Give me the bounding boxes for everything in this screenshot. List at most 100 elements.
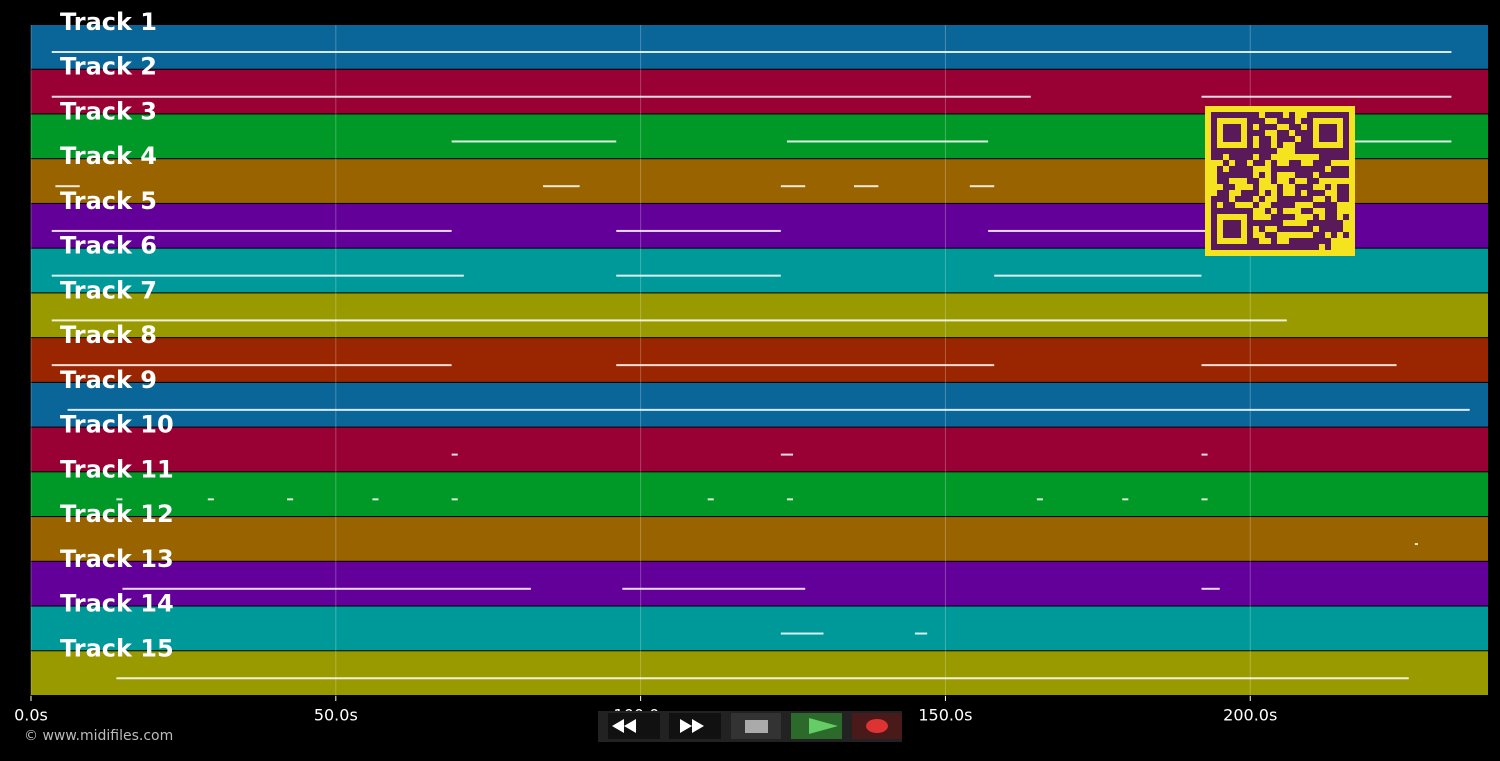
track-row: [31, 427, 1488, 472]
qr-module: [1277, 202, 1283, 208]
qr-module: [1253, 238, 1259, 244]
qr-module: [1313, 148, 1319, 154]
track-label: Track 10: [60, 411, 174, 439]
qr-module: [1253, 202, 1259, 208]
qr-module: [1253, 112, 1259, 118]
qr-module: [1307, 166, 1313, 172]
qr-module: [1229, 220, 1235, 226]
qr-module: [1247, 166, 1253, 172]
qr-module: [1289, 214, 1295, 220]
qr-module: [1313, 238, 1319, 244]
qr-module: [1271, 148, 1277, 154]
note-span: [451, 140, 617, 143]
qr-module: [1259, 160, 1265, 166]
note-span: [780, 185, 806, 188]
note-span: [67, 408, 1470, 411]
note-span: [1201, 587, 1220, 590]
rewind-button[interactable]: [608, 713, 660, 739]
qr-module: [1289, 202, 1295, 208]
note-span: [451, 453, 458, 456]
qr-module: [1265, 232, 1271, 238]
qr-module: [1289, 124, 1295, 130]
qr-module: [1313, 160, 1319, 166]
track-label: Track 6: [60, 232, 157, 260]
qr-module: [1235, 166, 1241, 172]
qr-module: [1235, 220, 1241, 226]
stop-button[interactable]: [731, 713, 781, 739]
qr-module: [1343, 190, 1349, 196]
qr-module: [1259, 142, 1265, 148]
qr-module: [1325, 196, 1331, 202]
track-row: [31, 561, 1488, 606]
qr-module: [1301, 130, 1307, 136]
fast-forward-button[interactable]: [669, 713, 721, 739]
track-label: Track 11: [60, 455, 174, 483]
qr-module: [1337, 154, 1343, 160]
qr-module: [1223, 178, 1229, 184]
qr-module: [1331, 232, 1337, 238]
qr-module: [1337, 220, 1343, 226]
qr-module: [1211, 148, 1217, 154]
qr-module: [1235, 232, 1241, 238]
qr-module: [1289, 196, 1295, 202]
controls: [598, 711, 902, 742]
qr-module: [1301, 118, 1307, 124]
note-span: [55, 185, 80, 188]
qr-module: [1241, 148, 1247, 154]
qr-module: [1217, 178, 1223, 184]
qr-module: [1241, 244, 1247, 250]
qr-module: [1331, 208, 1337, 214]
qr-module: [1235, 148, 1241, 154]
qr-module: [1301, 226, 1307, 232]
track-row: [31, 606, 1488, 651]
note-span: [451, 498, 458, 501]
qr-module: [1319, 226, 1325, 232]
qr-module: [1343, 184, 1349, 190]
qr-module: [1313, 232, 1319, 238]
note-span: [51, 51, 1452, 53]
track-row: [31, 338, 1488, 382]
qr-module: [1217, 208, 1223, 214]
note-span: [616, 364, 995, 367]
qr-module: [1217, 196, 1223, 202]
qr-module: [1241, 160, 1247, 166]
qr-module: [1271, 166, 1277, 172]
qr-module: [1253, 220, 1259, 226]
qr-code: [1205, 106, 1355, 256]
qr-module: [1277, 220, 1283, 226]
qr-module: [1223, 184, 1229, 190]
note-span: [786, 498, 794, 501]
play-button[interactable]: [791, 713, 842, 739]
qr-module: [1319, 124, 1325, 130]
qr-module: [1295, 142, 1301, 148]
qr-module: [1229, 202, 1235, 208]
note-span: [616, 274, 781, 277]
qr-module: [1271, 172, 1277, 178]
qr-module: [1247, 136, 1253, 142]
qr-module: [1211, 214, 1217, 220]
qr-module: [1265, 154, 1271, 160]
qr-module: [1331, 124, 1337, 130]
qr-module: [1211, 196, 1217, 202]
note-span: [51, 229, 452, 232]
note-span: [1201, 95, 1452, 98]
qr-module: [1211, 226, 1217, 232]
track-row: [31, 651, 1488, 695]
qr-module: [1307, 118, 1313, 124]
qr-module: [1259, 124, 1265, 130]
qr-module: [1343, 154, 1349, 160]
qr-module: [1325, 154, 1331, 160]
qr-module: [1229, 154, 1235, 160]
qr-module: [1223, 202, 1229, 208]
qr-module: [1283, 244, 1289, 250]
record-button[interactable]: [852, 713, 902, 739]
qr-module: [1307, 112, 1313, 118]
qr-module: [1247, 226, 1253, 232]
qr-module: [1325, 172, 1331, 178]
qr-module: [1271, 238, 1277, 244]
qr-module: [1343, 148, 1349, 154]
qr-module: [1223, 190, 1229, 196]
qr-module: [1307, 130, 1313, 136]
qr-module: [1343, 136, 1349, 142]
